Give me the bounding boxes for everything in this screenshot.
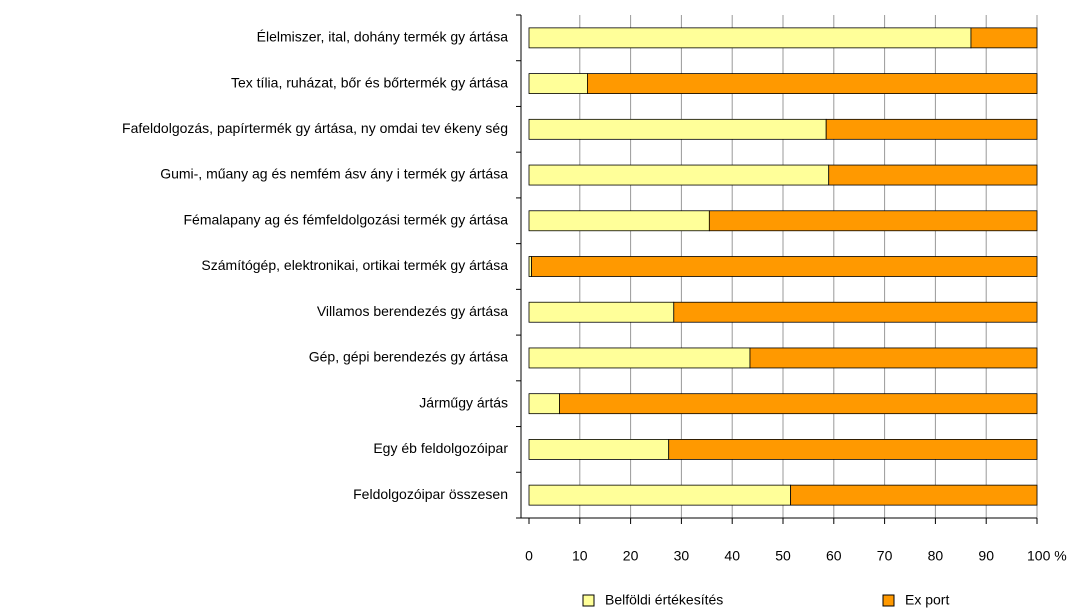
- bar: [528, 439, 670, 460]
- legend-swatch: [882, 594, 895, 607]
- category-label: Tex tília, ruházat, bőr és bőrtermék gy …: [231, 74, 508, 90]
- bar: [528, 210, 710, 232]
- bar: [559, 393, 1038, 415]
- category-label: Fémalapany ag és fémfeldolgozási termék …: [184, 211, 509, 227]
- x-tick-label: 100 %: [1027, 548, 1067, 564]
- category-label: Számítógép, elektronikai, ortikai termék…: [201, 257, 508, 273]
- bar: [528, 118, 827, 140]
- bar: [749, 347, 1038, 369]
- category-label: Fafeldolgozás, papírtermék gy ártása, ny…: [122, 120, 508, 136]
- x-tick-label: 50: [775, 548, 791, 564]
- x-tick-label: 0: [525, 548, 533, 564]
- bar: [528, 27, 972, 49]
- bar: [528, 484, 792, 506]
- bar: [790, 484, 1038, 506]
- legend-label: Belföldi értékesítés: [605, 592, 723, 608]
- category-label: Gép, gépi berendezés gy ártása: [309, 349, 508, 365]
- bar: [828, 164, 1038, 186]
- category-label: Élelmiszer, ital, dohány termék gy ártás…: [257, 29, 509, 45]
- bar: [531, 256, 1038, 277]
- bar: [668, 439, 1038, 460]
- bar: [673, 301, 1038, 323]
- bar: [708, 210, 1038, 232]
- legend-label: Ex port: [905, 592, 949, 608]
- x-tick-label: 40: [724, 548, 740, 564]
- bar: [528, 73, 588, 94]
- legend-swatch: [582, 594, 595, 607]
- category-label: Gumi-, műany ag és nemfém ásv ány i term…: [160, 166, 508, 182]
- bar: [825, 118, 1038, 140]
- category-label: Villamos berendezés gy ártása: [317, 303, 508, 319]
- category-label: Feldolgozóipar összesen: [353, 486, 508, 502]
- bar: [528, 301, 675, 323]
- bar: [970, 27, 1038, 49]
- x-tick-label: 10: [572, 548, 588, 564]
- bar: [528, 347, 751, 369]
- x-tick-label: 60: [826, 548, 842, 564]
- category-label: Járműgy ártás: [419, 394, 508, 410]
- category-label: Egy éb feldolgozóipar: [373, 440, 508, 456]
- x-tick-label: 80: [928, 548, 944, 564]
- bar: [528, 393, 560, 415]
- x-tick-label: 20: [623, 548, 639, 564]
- x-tick-label: 30: [674, 548, 690, 564]
- x-tick-label: 90: [978, 548, 994, 564]
- bar: [587, 73, 1038, 94]
- x-tick-label: 70: [877, 548, 893, 564]
- bar: [528, 164, 830, 186]
